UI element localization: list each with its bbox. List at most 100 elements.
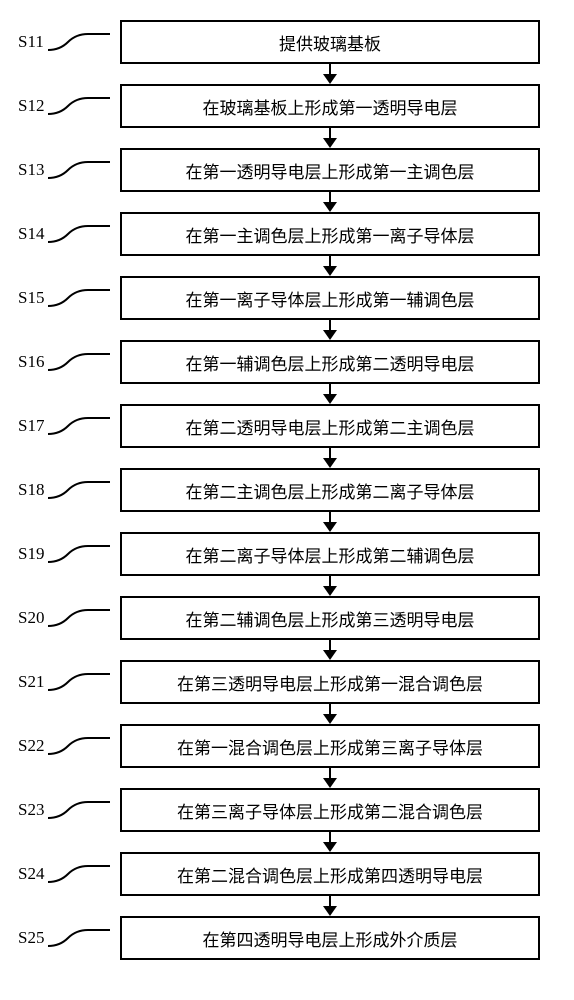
- step-id-text: S21: [18, 672, 44, 692]
- step-id-text: S20: [18, 608, 44, 628]
- arrow-svg: [0, 320, 574, 340]
- step-text: 在第三离子导体层上形成第二混合调色层: [177, 798, 483, 823]
- arrow-down-icon: [0, 640, 574, 660]
- step-text: 在第一辅调色层上形成第二透明导电层: [186, 350, 475, 375]
- arrow-down-icon: [0, 64, 574, 84]
- step-id-text: S14: [18, 224, 44, 244]
- step-box: 提供玻璃基板: [120, 20, 540, 64]
- step-row: S17 在第二透明导电层上形成第二主调色层: [0, 404, 574, 448]
- step-id-text: S12: [18, 96, 44, 116]
- step-box: 在第二主调色层上形成第二离子导体层: [120, 468, 540, 512]
- step-id-text: S16: [18, 352, 44, 372]
- step-box: 在第一离子导体层上形成第一辅调色层: [120, 276, 540, 320]
- step-text: 在第二离子导体层上形成第二辅调色层: [186, 542, 475, 567]
- step-text: 在第一主调色层上形成第一离子导体层: [186, 222, 475, 247]
- step-text: 在第三透明导电层上形成第一混合调色层: [177, 670, 483, 695]
- step-id-text: S18: [18, 480, 44, 500]
- step-id-text: S22: [18, 736, 44, 756]
- connector-curve-icon: [48, 158, 110, 182]
- arrow-svg: [0, 832, 574, 852]
- connector-curve-icon: [48, 670, 110, 694]
- arrow-svg: [0, 704, 574, 724]
- step-label: S20: [18, 606, 110, 630]
- arrow-down-icon: [0, 896, 574, 916]
- connector-curve-icon: [48, 734, 110, 758]
- step-label: S18: [18, 478, 110, 502]
- step-text: 在第二透明导电层上形成第二主调色层: [186, 414, 475, 439]
- step-id-text: S23: [18, 800, 44, 820]
- connector-curve-icon: [48, 862, 110, 886]
- step-row: S15 在第一离子导体层上形成第一辅调色层: [0, 276, 574, 320]
- arrow-svg: [0, 512, 574, 532]
- step-box: 在第一辅调色层上形成第二透明导电层: [120, 340, 540, 384]
- step-text: 在第二辅调色层上形成第三透明导电层: [186, 606, 475, 631]
- arrow-down-icon: [0, 192, 574, 212]
- step-row: S22 在第一混合调色层上形成第三离子导体层: [0, 724, 574, 768]
- arrow-svg: [0, 576, 574, 596]
- connector-curve-icon: [48, 542, 110, 566]
- step-label: S21: [18, 670, 110, 694]
- step-id-text: S24: [18, 864, 44, 884]
- step-label: S19: [18, 542, 110, 566]
- step-id-text: S25: [18, 928, 44, 948]
- connector-curve-icon: [48, 94, 110, 118]
- step-box: 在第一主调色层上形成第一离子导体层: [120, 212, 540, 256]
- step-label: S16: [18, 350, 110, 374]
- step-row: S23 在第三离子导体层上形成第二混合调色层: [0, 788, 574, 832]
- step-row: S20 在第二辅调色层上形成第三透明导电层: [0, 596, 574, 640]
- connector-curve-icon: [48, 286, 110, 310]
- connector-curve-icon: [48, 926, 110, 950]
- step-text: 在第一透明导电层上形成第一主调色层: [186, 158, 475, 183]
- step-text: 在第二混合调色层上形成第四透明导电层: [177, 862, 483, 887]
- step-box: 在第二辅调色层上形成第三透明导电层: [120, 596, 540, 640]
- arrow-down-icon: [0, 448, 574, 468]
- connector-curve-icon: [48, 222, 110, 246]
- step-label: S24: [18, 862, 110, 886]
- step-row: S11 提供玻璃基板: [0, 20, 574, 64]
- connector-curve-icon: [48, 478, 110, 502]
- step-row: S16 在第一辅调色层上形成第二透明导电层: [0, 340, 574, 384]
- arrow-svg: [0, 128, 574, 148]
- step-row: S25在第四透明导电层上形成外介质层: [0, 916, 574, 960]
- arrow-svg: [0, 384, 574, 404]
- step-label: S12: [18, 94, 110, 118]
- step-text: 提供玻璃基板: [279, 30, 381, 55]
- connector-curve-icon: [48, 798, 110, 822]
- arrow-down-icon: [0, 704, 574, 724]
- connector-curve-icon: [48, 30, 110, 54]
- step-text: 在玻璃基板上形成第一透明导电层: [203, 94, 458, 119]
- arrow-svg: [0, 64, 574, 84]
- step-row: S12 在玻璃基板上形成第一透明导电层: [0, 84, 574, 128]
- step-box: 在玻璃基板上形成第一透明导电层: [120, 84, 540, 128]
- step-box: 在第二透明导电层上形成第二主调色层: [120, 404, 540, 448]
- step-box: 在第三透明导电层上形成第一混合调色层: [120, 660, 540, 704]
- step-label: S23: [18, 798, 110, 822]
- step-label: S11: [18, 30, 110, 54]
- arrow-svg: [0, 192, 574, 212]
- flowchart-container: S11 提供玻璃基板 S12 在玻璃基板上形成第一透明导电层 S13在第一透明导电层上形…: [0, 20, 574, 960]
- arrow-down-icon: [0, 768, 574, 788]
- step-label: S22: [18, 734, 110, 758]
- step-row: S18 在第二主调色层上形成第二离子导体层: [0, 468, 574, 512]
- arrow-svg: [0, 768, 574, 788]
- step-id-text: S17: [18, 416, 44, 436]
- arrow-svg: [0, 256, 574, 276]
- step-text: 在第一混合调色层上形成第三离子导体层: [177, 734, 483, 759]
- arrow-down-icon: [0, 576, 574, 596]
- step-id-text: S11: [18, 32, 44, 52]
- step-label: S14: [18, 222, 110, 246]
- arrow-svg: [0, 640, 574, 660]
- step-box: 在第二混合调色层上形成第四透明导电层: [120, 852, 540, 896]
- step-row: S21 在第三透明导电层上形成第一混合调色层: [0, 660, 574, 704]
- arrow-svg: [0, 448, 574, 468]
- connector-curve-icon: [48, 414, 110, 438]
- step-id-text: S19: [18, 544, 44, 564]
- step-label: S25: [18, 926, 110, 950]
- step-text: 在第二主调色层上形成第二离子导体层: [186, 478, 475, 503]
- step-id-text: S15: [18, 288, 44, 308]
- step-row: S13在第一透明导电层上形成第一主调色层: [0, 148, 574, 192]
- arrow-down-icon: [0, 320, 574, 340]
- step-row: S19 在第二离子导体层上形成第二辅调色层: [0, 532, 574, 576]
- step-box: 在第一透明导电层上形成第一主调色层: [120, 148, 540, 192]
- arrow-down-icon: [0, 832, 574, 852]
